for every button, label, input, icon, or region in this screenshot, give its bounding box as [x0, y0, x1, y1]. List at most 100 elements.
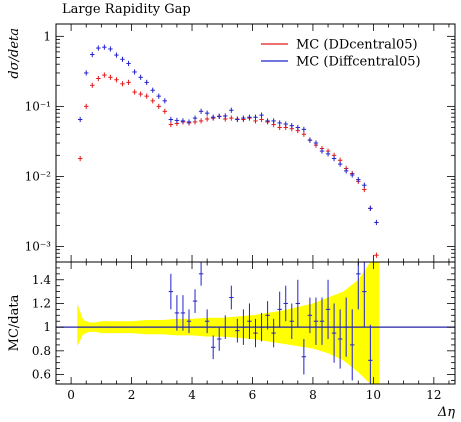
data-point-s0 [198, 118, 204, 124]
data-point-s1 [114, 52, 119, 58]
ratio-point [283, 285, 288, 322]
data-point-s1 [223, 113, 228, 119]
ratio-point [331, 303, 337, 363]
data-point-s1 [283, 121, 288, 127]
data-point-s1 [247, 114, 252, 120]
data-point-s1 [350, 172, 355, 178]
data-point-s0 [102, 72, 107, 78]
ratio-y-axis-label: MC/data [7, 294, 22, 351]
ratio-point [253, 318, 258, 348]
ratio-point [186, 309, 192, 334]
ratio-point [259, 312, 264, 342]
ratio-point [180, 295, 186, 331]
ratio-y-tick-label: 0.8 [32, 344, 51, 358]
chart-title: Large Rapidity Gap [62, 2, 191, 17]
data-point-s1 [180, 118, 186, 124]
ratio-point [223, 315, 228, 339]
data-point-s1 [150, 87, 155, 93]
ratio-point [368, 324, 373, 384]
data-point-s0 [229, 115, 234, 121]
data-point-s1 [132, 69, 137, 75]
ratio-point [217, 327, 222, 351]
ratio-point [343, 297, 349, 357]
data-point-s1 [120, 56, 125, 62]
y-axis-label: dσ/deta [7, 28, 22, 79]
data-point-s1 [235, 116, 240, 123]
ratio-point [168, 273, 174, 310]
data-point-s1 [301, 126, 307, 132]
data-point-s1 [204, 110, 210, 116]
data-point-s1 [90, 51, 95, 58]
ratio-point [277, 291, 282, 328]
data-point-s0 [132, 89, 137, 95]
data-point-s1 [241, 115, 246, 121]
data-point-s1 [186, 119, 192, 125]
data-point-s0 [150, 98, 155, 104]
legend-entry: MC (Diffcentral05) [261, 55, 421, 70]
data-point-s0 [120, 81, 125, 87]
data-point-s1 [253, 114, 258, 120]
ratio-point [350, 309, 355, 381]
data-point-s1 [356, 177, 361, 183]
ratio-point [295, 279, 301, 328]
data-point-s1 [325, 151, 331, 157]
data-point-s1 [289, 123, 294, 129]
data-point-s0 [126, 79, 131, 85]
legend-label: MC (Diffcentral05) [296, 55, 421, 70]
ratio-y-tick-label: 1.2 [32, 296, 51, 310]
data-point-s0 [77, 155, 83, 162]
data-point-s1 [265, 118, 270, 124]
ratio-point [204, 309, 210, 334]
data-point-s0 [108, 74, 113, 80]
legend-entry: MC (DDcentral05) [261, 38, 418, 53]
x-tick-label: 10 [366, 388, 381, 402]
ratio-point [174, 295, 180, 331]
y-tick-label: 10⁻¹ [25, 99, 51, 113]
data-point-s1 [313, 140, 319, 146]
ticks-layer: 0 2 4 6 8 10 12 Δη 1 10⁻¹ 10⁻² 10⁻³ dσ/deta 0.6 0.8 1 1.… [7, 24, 455, 420]
data-point-s1 [174, 117, 180, 124]
ratio-point [325, 279, 331, 339]
data-point-s1 [84, 70, 89, 76]
data-point-s1 [259, 112, 264, 118]
data-point-s1 [217, 113, 222, 119]
ratio-point [307, 297, 313, 334]
ratio-point [247, 303, 252, 339]
data-point-s0 [84, 103, 89, 109]
data-point-s1 [126, 60, 131, 67]
legend: MC (DDcentral05) MC (Diffcentral05) [261, 38, 421, 70]
ratio-point [362, 262, 367, 328]
ratio-point [289, 303, 294, 339]
data-point-s1 [337, 161, 343, 167]
uncertainty-band-layer [77, 262, 380, 384]
ratio-point [210, 335, 216, 360]
ratio-point [271, 318, 276, 348]
data-point-s0 [156, 103, 161, 109]
data-point-s0 [168, 121, 174, 128]
x-tick-label: 0 [67, 388, 75, 402]
data-point-s0 [144, 93, 149, 99]
data-point-s0 [162, 108, 168, 114]
data-point-s1 [307, 137, 313, 143]
ratio-point [319, 297, 325, 345]
data-point-s1 [168, 116, 174, 123]
data-point-s1 [96, 45, 101, 51]
uncertainty-band [77, 262, 380, 384]
ratio-point [301, 338, 307, 375]
ratio-point [265, 301, 270, 330]
data-point-s0 [90, 82, 95, 88]
y-tick-label: 1 [43, 29, 51, 43]
ratio-point [229, 285, 234, 310]
x-tick-label: 12 [426, 388, 441, 402]
data-point-s1 [362, 182, 367, 188]
legend-label: MC (DDcentral05) [296, 38, 418, 53]
data-point-s1 [108, 46, 113, 52]
data-point-s1 [144, 79, 149, 85]
data-point-s1 [374, 219, 379, 226]
data-point-s1 [77, 116, 83, 123]
data-point-s1 [277, 120, 282, 126]
data-point-s1 [162, 98, 168, 104]
ratio-y-tick-label: 0.6 [32, 368, 51, 382]
x-axis-label: Δη [437, 405, 455, 420]
